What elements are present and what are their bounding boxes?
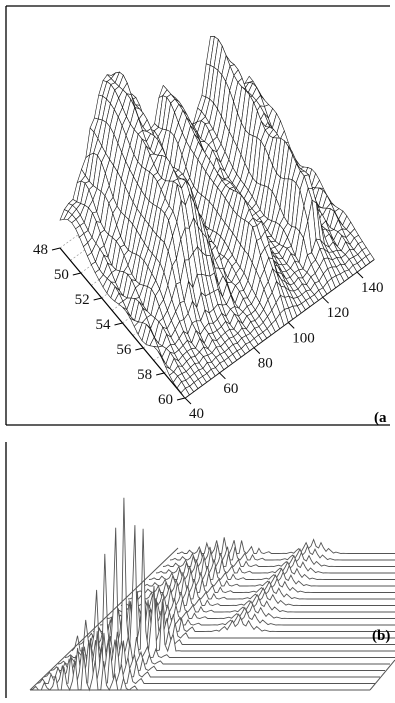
x-tick-mark xyxy=(253,347,261,354)
panel-b-label: (b) xyxy=(372,628,390,644)
trace-mask xyxy=(65,631,395,664)
y-tick-mark xyxy=(135,347,144,351)
surface-cell xyxy=(180,387,190,399)
trace-mask xyxy=(79,601,395,651)
x-tick-label: 40 xyxy=(189,406,204,422)
y-tick-label: 52 xyxy=(75,292,90,308)
y-tick-label: 50 xyxy=(54,267,69,283)
trace-mask xyxy=(72,497,395,657)
trace-mask xyxy=(58,636,390,670)
trace-mask xyxy=(170,543,395,566)
y-tick-label: 54 xyxy=(96,317,112,333)
waterfall-traces xyxy=(29,497,395,696)
y-tick-mark xyxy=(93,297,102,301)
trace-mask xyxy=(37,638,375,690)
x-tick-mark xyxy=(219,372,226,380)
y-tick-mark xyxy=(51,247,61,251)
x-tick-mark xyxy=(322,296,329,304)
surface-mesh xyxy=(59,35,375,399)
panel-a-label: (a xyxy=(374,410,387,426)
x-tick-mark xyxy=(356,271,364,279)
x-tick-mark xyxy=(184,397,192,405)
y-tick-label: 56 xyxy=(116,342,132,358)
waterfall-right-edge xyxy=(369,659,395,691)
x-tick-label: 60 xyxy=(223,381,238,397)
x-tick-mark xyxy=(287,322,295,329)
panel-b: (b) xyxy=(5,442,395,698)
waterfall-depth-edge xyxy=(29,547,179,691)
x-tick-label: 80 xyxy=(258,356,273,372)
trace-mask xyxy=(177,537,395,560)
y-tick-mark xyxy=(72,272,81,276)
y-tick-mark xyxy=(156,372,165,376)
x-tick-label: 120 xyxy=(327,305,350,321)
x-tick-label: 100 xyxy=(292,330,315,346)
y-tick-label: 60 xyxy=(158,392,173,408)
y-tick-mark xyxy=(176,397,186,401)
y-tick-label: 58 xyxy=(137,367,152,383)
y-tick-label: 48 xyxy=(33,242,48,258)
y-tick-mark xyxy=(114,322,123,326)
x-tick-label: 140 xyxy=(361,280,384,296)
trace-mask xyxy=(30,653,370,696)
x-axis-ticks: 40 60 80 100 120 140 xyxy=(184,271,384,422)
trace-mask xyxy=(51,632,385,677)
waterfall-trace xyxy=(71,497,395,653)
trace-mask xyxy=(44,631,380,683)
